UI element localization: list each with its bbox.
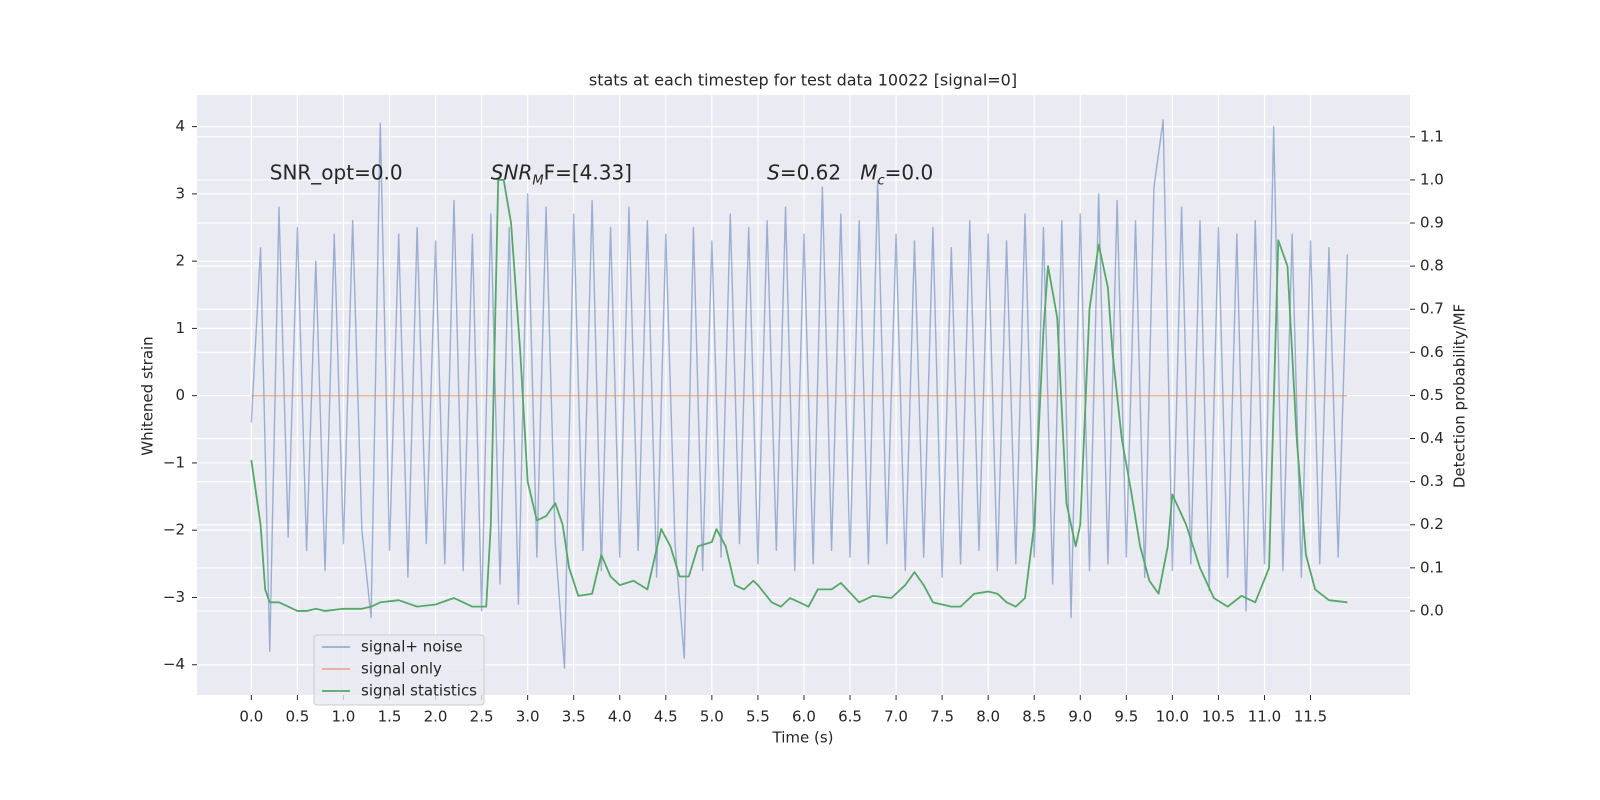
chart-title: stats at each timestep for test data 100… bbox=[589, 71, 1017, 90]
x-tick-label: 6.5 bbox=[838, 708, 862, 726]
y-tick-label: −2 bbox=[163, 521, 185, 539]
y2-tick-label: 0.2 bbox=[1420, 515, 1444, 533]
x-tick-label: 5.0 bbox=[700, 708, 724, 726]
y2-tick-label: 0.6 bbox=[1420, 343, 1444, 361]
x-tick-label: 7.0 bbox=[884, 708, 908, 726]
x-tick-label: 0.0 bbox=[239, 708, 263, 726]
y-tick-label: 0 bbox=[175, 386, 185, 404]
x-tick-label: 6.0 bbox=[792, 708, 816, 726]
y-tick-label: −4 bbox=[163, 655, 185, 673]
x-tick-label: 3.0 bbox=[516, 708, 540, 726]
y2-axis-label: Detection probability/MF bbox=[1451, 304, 1469, 488]
y2-tick-label: 0.0 bbox=[1420, 601, 1444, 619]
y2-tick-label: 1.0 bbox=[1420, 170, 1444, 188]
x-tick-label: 10.5 bbox=[1202, 708, 1235, 726]
x-tick-label: 8.5 bbox=[1022, 708, 1046, 726]
y2-tick-label: 0.8 bbox=[1420, 257, 1444, 275]
annotations: SNR_opt=0.0 SNRMF=[4.33] S=0.62 Mc=0.0 bbox=[270, 160, 933, 189]
annotation-part: F=[4.33] bbox=[544, 160, 632, 184]
annotation-part: =0.62 bbox=[780, 160, 860, 184]
y2-tick-label: 0.9 bbox=[1420, 214, 1444, 232]
x-axis-label: Time (s) bbox=[772, 729, 834, 747]
x-tick-label: 4.0 bbox=[608, 708, 632, 726]
x-tick-label: 11.0 bbox=[1248, 708, 1281, 726]
y-axis-label: Whitened strain bbox=[139, 336, 157, 455]
series-line bbox=[250, 119, 1349, 669]
legend-label: signal+ noise bbox=[361, 638, 463, 656]
x-tick-label: 10.0 bbox=[1156, 708, 1189, 726]
x-tick-label: 3.5 bbox=[562, 708, 586, 726]
x-tick-label: 2.0 bbox=[424, 708, 448, 726]
y-tick-label: −1 bbox=[163, 453, 185, 471]
x-tick-label: 8.0 bbox=[976, 708, 1000, 726]
labels: stats at each timestep for test data 100… bbox=[139, 71, 1469, 747]
y-tick-label: −3 bbox=[163, 588, 185, 606]
legend: signal+ noise signal only signal statistic… bbox=[313, 634, 485, 706]
x-tick-label: 7.5 bbox=[930, 708, 954, 726]
y-tick-label: 3 bbox=[175, 184, 185, 202]
annotation-part: M bbox=[532, 174, 543, 189]
annotation-part: M bbox=[860, 160, 877, 184]
y-tick-label: 4 bbox=[175, 117, 185, 135]
legend-label: signal only bbox=[361, 660, 442, 678]
x-tick-label: 0.5 bbox=[285, 708, 309, 726]
x-tick-label: 2.5 bbox=[470, 708, 494, 726]
x-tick-label: 9.0 bbox=[1068, 708, 1092, 726]
annotation-part: S bbox=[767, 160, 780, 184]
y2-tick-label: 0.7 bbox=[1420, 300, 1444, 318]
x-tick-label: 9.5 bbox=[1114, 708, 1138, 726]
y-tick-label: 2 bbox=[175, 252, 185, 270]
y2-tick-label: 0.1 bbox=[1420, 558, 1444, 576]
x-tick-label: 4.5 bbox=[654, 708, 678, 726]
x-tick-label: 11.5 bbox=[1294, 708, 1327, 726]
marks bbox=[250, 119, 1349, 669]
annotation: SNR_opt=0.0 bbox=[270, 160, 403, 184]
annotation-part: =0.0 bbox=[885, 160, 934, 184]
legend-box bbox=[313, 634, 485, 706]
annotation-part: SNR_opt=0.0 bbox=[270, 160, 403, 184]
y2-tick-label: 0.5 bbox=[1420, 386, 1444, 404]
annotation: SNRMF=[4.33] bbox=[491, 160, 632, 189]
annotation-part: c bbox=[877, 174, 884, 189]
y2-tick-label: 0.4 bbox=[1420, 429, 1444, 447]
legend-label: signal statistics bbox=[361, 682, 477, 700]
y2-tick-label: 1.1 bbox=[1420, 127, 1444, 145]
annotation-part: SNR bbox=[491, 160, 533, 184]
series-line bbox=[250, 179, 1348, 612]
annotation: S=0.62 Mc=0.0 bbox=[767, 160, 933, 189]
y-tick-label: 1 bbox=[175, 319, 185, 337]
x-tick-label: 5.5 bbox=[746, 708, 770, 726]
y2-tick-label: 0.3 bbox=[1420, 472, 1444, 490]
x-tick-label: 1.0 bbox=[332, 708, 356, 726]
x-tick-label: 1.5 bbox=[378, 708, 402, 726]
